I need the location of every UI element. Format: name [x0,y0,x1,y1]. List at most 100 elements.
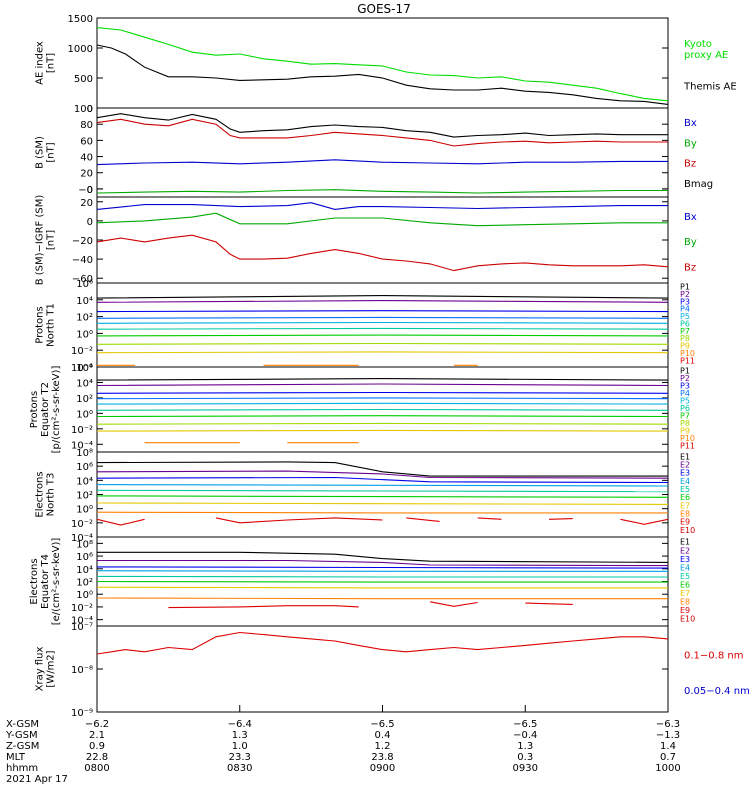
series-by [96,189,668,194]
y-tick-label: 10⁻² [71,425,93,436]
y-tick-label: 10⁻² [71,603,93,614]
y-axis-label: AE index [35,41,46,85]
legend-entry: P1 [680,283,690,292]
legend-entry: P5 [680,312,690,321]
x-row-value: 1.4 [660,741,676,752]
y-tick-label: 10⁻⁸ [71,665,93,676]
series-kyoto-proxy-ae [96,27,669,102]
x-row-value: 2.1 [89,730,105,741]
y-tick-label: 10⁴ [76,296,93,307]
legend-entry: Bz [684,159,696,170]
legend-entry: E9 [680,606,690,615]
y-tick-label: 10⁴ [76,476,93,487]
series-e9 [168,601,573,609]
series-p5 [96,321,669,324]
y-tick-label: 1500 [68,14,93,25]
y-tick-label: −60 [72,274,93,285]
legend-entry: By [684,138,697,149]
series-bz [96,234,669,272]
x-row-value: 0830 [227,763,252,774]
y-tick-label: 10⁻⁹ [71,708,93,719]
y-axis-label: Electrons [29,558,40,604]
series-bz [96,118,668,147]
series-e8 [96,597,668,600]
x-row-value: 1.3 [517,741,533,752]
x-row-value: 1.2 [375,741,391,752]
y-tick-label: 80 [80,120,93,131]
y-tick-label: 10⁻⁴ [71,533,93,544]
x-row-value: 0900 [370,763,395,774]
y-axis-label: Electrons [35,471,46,517]
y-tick-label: 0 [87,185,93,196]
panel-5: 10⁻⁴ 10⁻² 10⁰ 10² 10⁴ 10⁶ Protons Equator T2 [p/… [29,363,695,453]
legend-entry: E4 [680,563,690,572]
series-e6 [96,580,668,583]
legend-entry: E10 [680,526,695,535]
series-themis-ae [96,44,669,105]
y-axis-label: [nT] [46,53,57,73]
legend-entry: P2 [680,290,690,299]
legend-entry: By [684,237,697,248]
series-e4 [96,570,668,572]
y-tick-label: 40 [80,153,93,164]
panel-frame [96,17,669,109]
x-row-value: −6.3 [656,719,680,730]
series-p4 [96,316,669,319]
y-tick-label: −0 [78,185,93,196]
legend-entry: Bmag [684,179,713,190]
legend-entry: E5 [680,485,690,494]
legend-entry: Bx [684,212,697,223]
x-row-value: 0930 [513,763,538,774]
series-e3 [96,566,669,569]
x-row-label: X-GSM [6,719,39,730]
y-tick-label: 1000 [68,44,93,55]
x-row-label: Z-GSM [6,741,39,752]
legend-entry: E9 [680,518,690,527]
legend-entry: proxy AE [684,50,728,61]
legend-entry: E1 [680,452,690,461]
y-tick-label: 20 [80,169,93,180]
y-tick-label: 10⁰ [76,505,93,516]
series-p7 [96,415,669,418]
y-tick-label: 10⁻⁷ [71,622,93,633]
y-tick-label: 10⁶ [76,462,93,473]
legend-entry: E5 [680,572,690,581]
legend-entry: P4 [680,389,690,398]
y-tick-label: 10⁸ [76,539,93,550]
legend-entry: E3 [680,469,690,478]
legend-entry: P4 [680,305,690,314]
series-e5 [96,575,668,578]
x-row-label: Y-GSM [5,730,38,741]
y-tick-label: 10⁶ [76,279,93,290]
legend-entry: P11 [680,356,695,365]
x-row-value: −6.2 [85,719,109,730]
series-e4 [96,484,669,487]
y-tick-label: 10⁰ [76,409,93,420]
y-axis-label: Protons [35,306,46,343]
legend-entry: P6 [680,404,690,413]
legend-entry: 0.1−0.8 nm [684,650,743,661]
x-row-value: 0.3 [517,752,533,763]
y-axis-label: [p/(cm²-s-sr-keV)] [51,366,62,454]
legend-entry: Bx [684,118,697,129]
series-e1 [97,551,669,563]
legend-entry: P2 [680,374,690,383]
legend-entry: P8 [680,419,690,428]
y-axis-label: B (SM)−IGRF (SM) [35,195,46,286]
x-row-value: 0.4 [375,730,391,741]
x-row-value: −6.5 [370,719,394,730]
y-tick-label: 10⁰ [76,329,93,340]
legend-entry: E8 [680,510,690,519]
y-tick-label: 10⁴ [76,378,93,389]
series-p9 [96,429,669,432]
series-e7 [96,586,668,589]
y-tick-label: 0 [87,104,93,115]
x-row-value: 1000 [655,763,680,774]
x-row-value: 1.3 [232,730,248,741]
legend-entry: 0.05−0.4 nm [684,686,750,697]
x-row-value: −1.3 [656,730,680,741]
